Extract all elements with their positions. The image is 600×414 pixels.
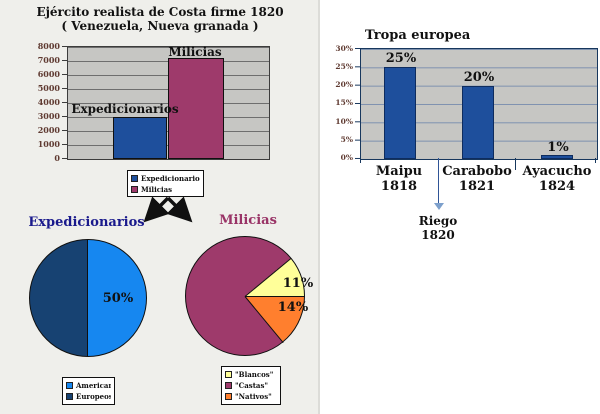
- y-tick-label: 3000: [37, 111, 60, 121]
- tropa-europea-title: Tropa europea: [365, 28, 471, 43]
- blancos-swatch: [225, 371, 232, 378]
- legend-item-nativos: "Nativos": [225, 391, 277, 402]
- x-label-line: Ayacucho: [522, 164, 592, 179]
- y-tick-label: 15%: [335, 98, 353, 107]
- expedicionarios-pie-title: Expedicionarios: [28, 215, 145, 230]
- x-label-line: Carabobo: [442, 164, 512, 179]
- riego-annotation-text: Riego 1820: [408, 214, 468, 242]
- bar-expedicionarios: [113, 117, 167, 159]
- x-label-line: 1821: [458, 179, 496, 194]
- y-tick-label: 4000: [37, 97, 60, 107]
- y-tick-label: 7000: [37, 55, 60, 65]
- y-tick-label: 5%: [340, 135, 353, 144]
- legend-label: "Castas": [235, 381, 269, 390]
- europeos-swatch: [66, 393, 73, 400]
- legend-item-castas: "Castas": [225, 380, 277, 391]
- castas-swatch: [225, 382, 232, 389]
- legend-to-pies-arrows: [143, 197, 193, 223]
- legend-label: Europeos: [76, 392, 111, 401]
- milicias-slice-border: [245, 296, 305, 297]
- legend-label: Expedicionarios: [141, 174, 200, 183]
- main-title: Ejército realista de Costa firme 1820 ( …: [0, 5, 320, 33]
- x-label-carabobo: Carabobo 1821: [442, 164, 512, 194]
- bar-ayacucho: [541, 155, 573, 159]
- legend-label: "Nativos": [235, 392, 272, 401]
- americanos-swatch: [66, 382, 73, 389]
- y-tick-label: 30%: [335, 44, 353, 53]
- riego-annotation-line: [438, 158, 439, 203]
- expedicionarios-pie-value: 50%: [102, 291, 134, 306]
- y-tick-label: 2000: [37, 125, 60, 135]
- legend-item-milicias: Milicias: [131, 184, 200, 195]
- bar-milicias: [168, 58, 224, 159]
- tropa-axis-tick-marks: [355, 48, 360, 159]
- x-label-maipu: Maipu 1818: [364, 164, 434, 194]
- realista-axis-tick-marks: [62, 46, 67, 159]
- riego-arrowhead-icon: [434, 203, 444, 210]
- legend-item-europeos: Europeos: [66, 391, 111, 402]
- y-tick-label: 8000: [37, 41, 60, 51]
- y-tick-label: 0%: [340, 153, 353, 162]
- y-tick-label: 6000: [37, 69, 60, 79]
- x-axis-tick: [595, 158, 596, 163]
- expedicionarios-pie: [29, 239, 147, 357]
- main-title-line2: ( Venezuela, Nueva granada ): [61, 19, 259, 33]
- legend-item-americanos: Americanos: [66, 380, 111, 391]
- bar-carabobo: [462, 86, 494, 159]
- legend-label: Americanos: [76, 381, 111, 390]
- value-label-maipu: 25%: [385, 51, 417, 66]
- y-tick-label: 20%: [335, 80, 353, 89]
- tropa-plot-area: [360, 48, 598, 160]
- riego-line2: 1820: [421, 228, 455, 242]
- bar-maipu: [384, 67, 416, 159]
- milicias-pie-title: Milicias: [219, 213, 277, 228]
- x-label-line: 1824: [538, 179, 576, 194]
- legend-item-expedicionarios: Expedicionarios: [131, 173, 200, 184]
- y-tick-label: 1000: [37, 139, 60, 149]
- x-label-ayacucho: Ayacucho 1824: [522, 164, 592, 194]
- bar-label-expedicionarios: Expedicionarios: [71, 102, 179, 116]
- y-tick-label: 0: [54, 153, 60, 163]
- milicias-swatch: [131, 186, 138, 193]
- expedicionarios-swatch: [131, 175, 138, 182]
- realista-plot-area: [67, 46, 270, 160]
- value-label-carabobo: 20%: [463, 70, 495, 85]
- expedicionarios-pie-legend: Americanos Europeos: [62, 377, 115, 405]
- x-axis-tick: [515, 158, 516, 170]
- panel-divider: [318, 0, 320, 414]
- value-label-ayacucho: 1%: [547, 140, 569, 155]
- legend-item-blancos: "Blancos": [225, 369, 277, 380]
- expedicionarios-pie-divider: [87, 240, 88, 356]
- y-tick-label: 5000: [37, 83, 60, 93]
- y-tick-label: 10%: [335, 117, 353, 126]
- riego-line1: Riego: [418, 214, 458, 228]
- bar-label-milicias: Milicias: [168, 45, 222, 59]
- x-label-line: 1818: [380, 179, 418, 194]
- milicias-pie-legend: "Blancos" "Castas" "Nativos": [221, 366, 281, 405]
- legend-label: "Blancos": [235, 370, 274, 379]
- legend-label: Milicias: [141, 185, 173, 194]
- milicias-pie-value-blancos: 11%: [282, 276, 314, 291]
- arrow-to-right-pie: [166, 197, 193, 223]
- nativos-swatch: [225, 393, 232, 400]
- main-title-line1: Ejército realista de Costa firme 1820: [36, 5, 284, 19]
- x-axis-tick: [360, 158, 361, 163]
- realista-legend: Expedicionarios Milicias: [127, 170, 204, 197]
- milicias-pie-value-nativos: 14%: [277, 300, 309, 315]
- y-tick-label: 25%: [335, 62, 353, 71]
- x-label-line: Maipu: [375, 164, 423, 179]
- arrow-to-left-pie: [143, 197, 170, 223]
